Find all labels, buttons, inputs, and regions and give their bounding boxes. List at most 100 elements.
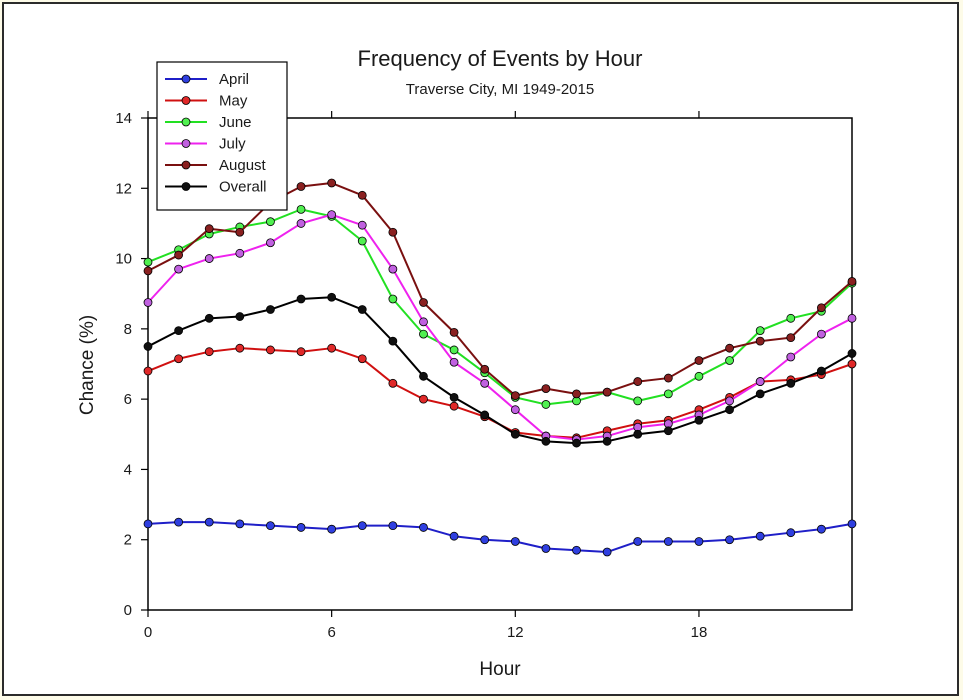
data-point-april [572, 545, 581, 555]
data-point-august [572, 389, 581, 399]
data-point-july [296, 219, 306, 228]
legend-swatch-marker [181, 160, 191, 170]
chart-subtitle: Traverse City, MI 1949-2015 [406, 81, 594, 98]
data-point-overall [449, 392, 459, 402]
data-point-july [327, 210, 337, 220]
data-point-july [725, 396, 734, 406]
data-point-april [327, 524, 337, 534]
data-point-may [296, 347, 306, 357]
data-point-august [663, 373, 673, 383]
data-point-june [388, 294, 398, 304]
data-point-may [388, 378, 398, 388]
data-point-august [419, 298, 428, 307]
data-point-overall [296, 294, 306, 304]
series-april [143, 517, 857, 557]
legend-swatch-marker [181, 74, 191, 84]
series-july [143, 210, 857, 444]
data-point-july [480, 378, 490, 388]
series-layer [143, 178, 857, 557]
x-tick-label: 6 [327, 624, 335, 641]
data-point-august [816, 303, 826, 313]
data-point-august [388, 227, 398, 237]
y-tick-label: 4 [124, 461, 132, 478]
data-point-overall [572, 438, 581, 448]
legend-box [156, 61, 288, 211]
legend: April May June July August Overall [156, 61, 288, 211]
x-tick-label: 18 [691, 624, 708, 641]
legend-item-april: April [165, 71, 249, 88]
data-point-may [143, 366, 153, 376]
data-point-overall [357, 305, 367, 314]
data-point-june [694, 371, 704, 381]
data-point-overall [510, 429, 520, 439]
legend-label: June [219, 114, 252, 131]
data-point-august [510, 391, 520, 401]
data-point-overall [755, 389, 765, 399]
data-point-august [725, 343, 734, 353]
x-tick-label: 12 [507, 624, 524, 641]
y-tick-label: 10 [115, 251, 132, 268]
data-point-overall [388, 336, 398, 346]
data-point-overall [174, 326, 184, 336]
data-point-april [388, 521, 398, 531]
data-point-july [816, 329, 826, 339]
series-june [143, 204, 857, 409]
data-point-overall [847, 349, 857, 358]
data-point-april [449, 531, 459, 541]
data-point-july [786, 352, 796, 362]
data-point-overall [663, 426, 673, 436]
data-point-june [419, 329, 428, 339]
data-point-april [755, 531, 765, 541]
series-may [143, 343, 857, 443]
series-line-june [147, 208, 853, 406]
data-point-overall [786, 378, 796, 388]
legend-item-august: August [165, 157, 267, 174]
data-point-june [357, 236, 367, 246]
data-point-august [174, 250, 184, 260]
series-line-july [147, 213, 853, 441]
data-point-april [786, 528, 796, 538]
y-tick-label: 0 [124, 602, 132, 619]
data-point-june [755, 326, 765, 336]
data-point-april [357, 521, 367, 531]
y-axis-title: Chance (%) [77, 315, 98, 415]
data-point-overall [541, 436, 551, 446]
data-point-july [755, 377, 765, 386]
data-point-july [266, 238, 275, 248]
legend-item-june: June [165, 114, 252, 131]
data-point-may [847, 359, 857, 369]
data-point-may [327, 343, 337, 353]
data-point-may [174, 354, 184, 364]
data-point-june [143, 257, 153, 267]
series-line-august [147, 182, 853, 397]
data-point-may [235, 343, 245, 353]
data-point-overall [694, 415, 704, 425]
data-point-august [204, 224, 214, 234]
data-point-july [357, 220, 367, 230]
axes: 0 6 12 18 0 2 4 6 8 10 12 14 [115, 110, 853, 641]
data-point-july [143, 298, 153, 307]
data-point-overall [143, 342, 153, 351]
x-tick-label: 0 [144, 624, 152, 641]
data-point-overall [725, 405, 734, 415]
legend-swatch-marker [181, 182, 191, 191]
data-point-august [235, 227, 245, 237]
data-point-april [510, 537, 520, 546]
legend-item-july: July [165, 136, 246, 153]
y-tick-label: 8 [124, 321, 132, 338]
y-tick-label: 6 [124, 391, 132, 408]
legend-label: May [219, 93, 248, 110]
data-point-august [327, 178, 337, 188]
series-line-overall [147, 296, 853, 445]
data-point-june [296, 204, 306, 214]
data-point-overall [633, 429, 643, 439]
data-point-overall [235, 312, 245, 321]
legend-item-overall: Overall [165, 179, 267, 196]
legend-swatch-marker [181, 117, 191, 127]
data-point-august [847, 277, 857, 286]
y-tick-label: 12 [115, 180, 132, 197]
data-point-overall [602, 436, 612, 446]
data-point-june [541, 400, 551, 409]
data-point-april [235, 519, 245, 529]
